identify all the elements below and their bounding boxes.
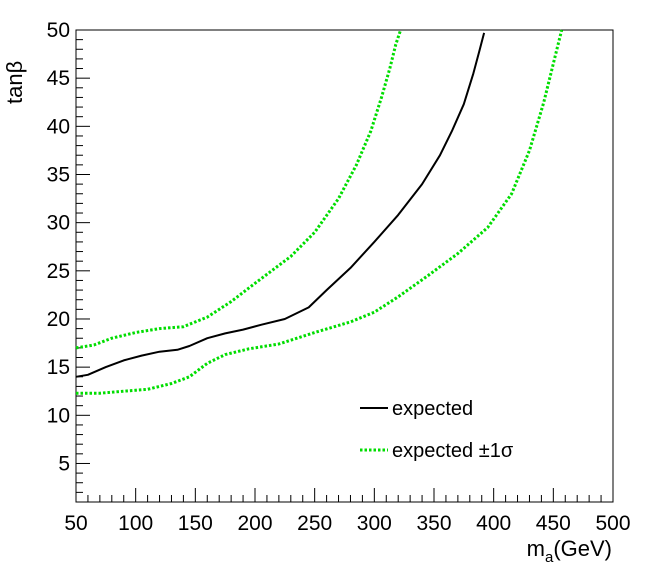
axis-tick-labels: 50 100 150 200 250 300 350 400 450 500 5 10 15 20 25 30… bbox=[47, 19, 631, 535]
y-tick-label: 20 bbox=[47, 308, 70, 331]
x-tick-label: 500 bbox=[595, 512, 630, 535]
x-tick-label: 250 bbox=[297, 512, 332, 535]
x-tick-label: 300 bbox=[357, 512, 392, 535]
x-tick-label: 200 bbox=[237, 512, 272, 535]
legend-label-expected: expected bbox=[392, 398, 473, 420]
y-tick-label: 40 bbox=[47, 115, 70, 138]
plot-frame bbox=[75, 29, 614, 503]
x-tick-label: 50 bbox=[64, 512, 87, 535]
y-tick-label: 15 bbox=[47, 356, 70, 379]
x-tick-label: 450 bbox=[536, 512, 571, 535]
y-tick-label: 45 bbox=[47, 67, 70, 90]
series-layer bbox=[75, 29, 564, 395]
y-tick-label: 25 bbox=[47, 260, 70, 283]
y-tick-label: 30 bbox=[47, 212, 70, 235]
x-axis-title-unit: (GeV) bbox=[553, 536, 612, 561]
y-tick-label: 10 bbox=[47, 404, 70, 427]
series-plus-1sigma-line bbox=[75, 29, 403, 350]
x-tick-label: 400 bbox=[476, 512, 511, 535]
y-tick-label: 35 bbox=[47, 163, 70, 186]
x-tick-label: 350 bbox=[416, 512, 451, 535]
x-tick-label: 150 bbox=[178, 512, 213, 535]
x-axis-title-sub: a bbox=[545, 549, 554, 566]
legend-label-expected-1sigma: expected ±1σ bbox=[392, 440, 514, 462]
legend: expected expected ±1σ bbox=[360, 398, 514, 462]
y-tick-label: 5 bbox=[58, 452, 70, 475]
y-tick-label: 50 bbox=[47, 19, 70, 42]
series-expected-line bbox=[75, 32, 486, 378]
series-minus-1sigma-line bbox=[76, 29, 564, 395]
y-axis-title: tanβ bbox=[2, 61, 27, 104]
axis-ticks bbox=[75, 29, 614, 503]
x-tick-label: 100 bbox=[118, 512, 153, 535]
x-axis-title: ma(GeV) bbox=[527, 536, 612, 566]
x-axis-title-main: m bbox=[527, 536, 545, 561]
